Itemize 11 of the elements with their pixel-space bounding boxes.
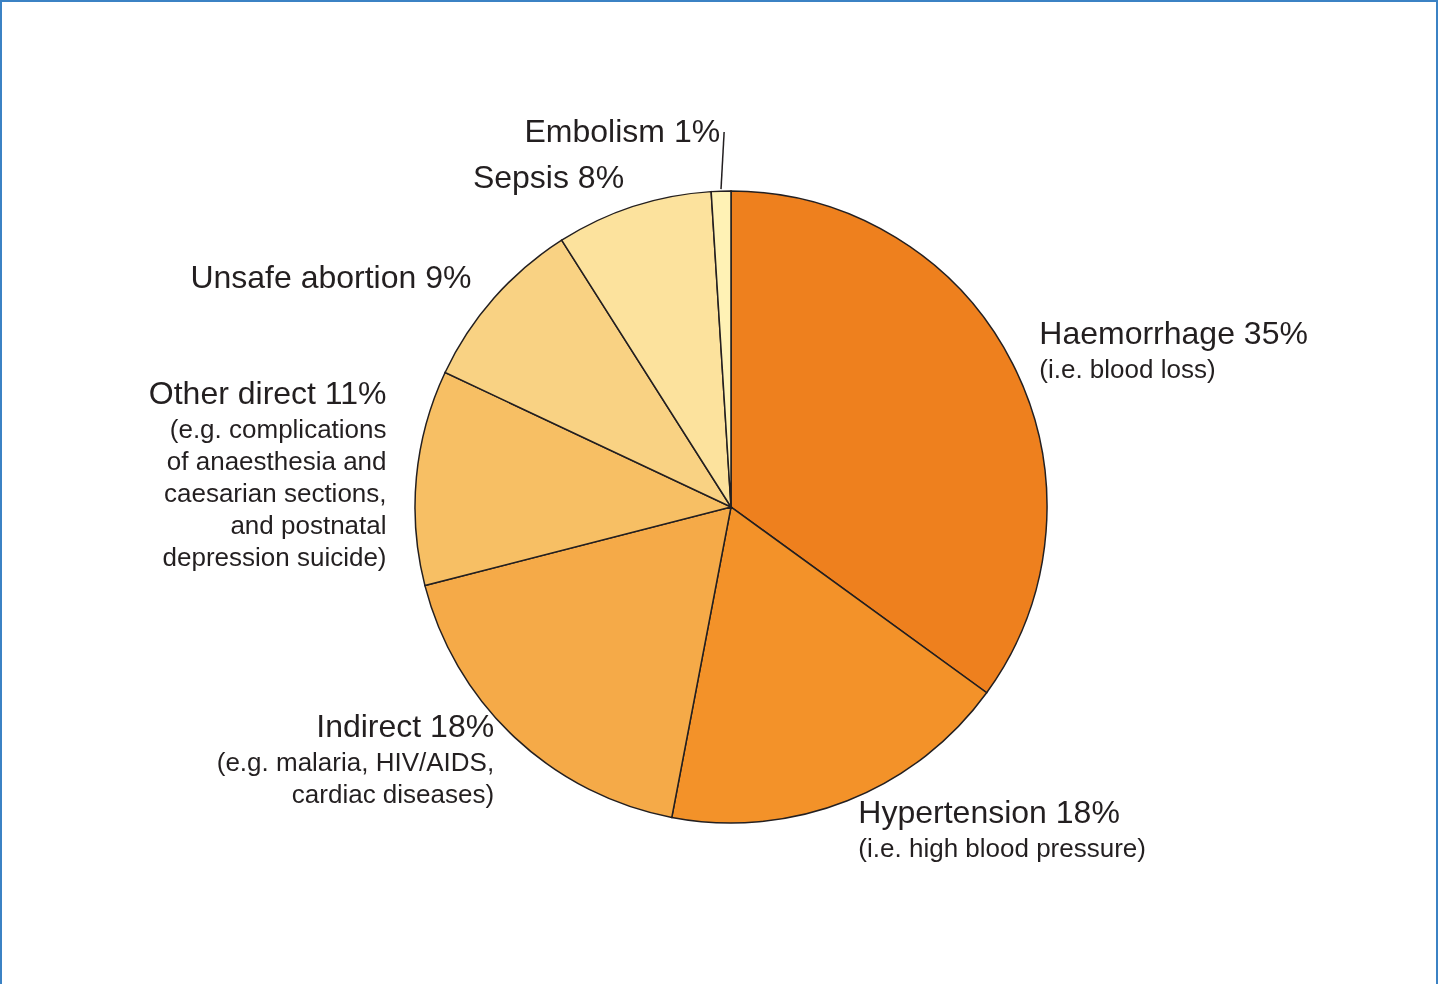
slice-label: Sepsis 8% — [472, 158, 625, 195]
slice-label: Hypertension 18% — [858, 793, 1120, 830]
slice-label: Haemorrhage 35% — [1039, 314, 1308, 351]
text: (i.e. high blood pressure) — [858, 832, 1146, 863]
slice-label: Embolism 1% — [524, 112, 721, 149]
slice-label: Unsafe abortion 9% — [190, 259, 472, 296]
text: (i.e. blood loss) — [1039, 353, 1216, 384]
text: (e.g. complications of anaesthesia and caesarian sections, and postnatal depression suicide) — [162, 414, 387, 573]
slice-label: Indirect 18% — [316, 708, 495, 745]
text: (e.g. malaria, HIV/AIDS, cardiac diseases) — [216, 747, 495, 810]
slice-label: Other direct 11% — [148, 375, 387, 412]
